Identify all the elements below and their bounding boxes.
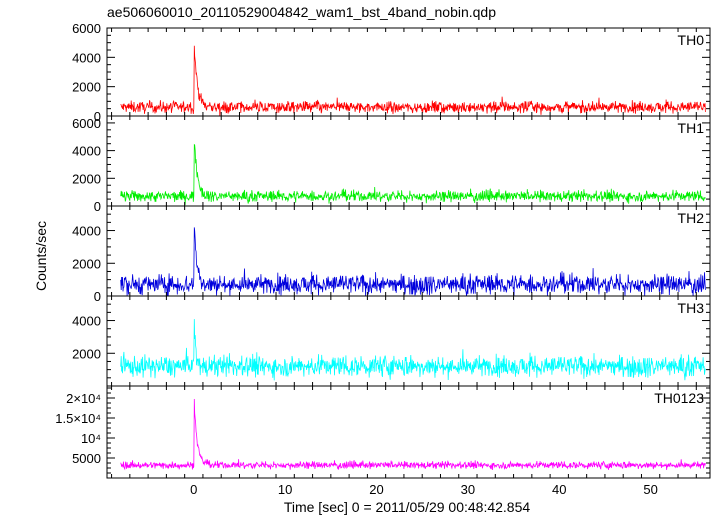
y-tick-label: 0: [94, 109, 101, 124]
y-tick-label: 2000: [72, 171, 101, 186]
x-tick-label: 10: [278, 482, 292, 497]
chart-title: ae506060010_20110529004842_wam1_bst_4ban…: [107, 4, 496, 20]
x-axis-label: Time [sec] 0 = 2011/05/29 00:48:42.854: [284, 499, 531, 515]
panel-label: TH3: [678, 300, 705, 316]
y-tick-label: 2000: [72, 80, 101, 95]
y-tick-label: 0: [94, 199, 101, 214]
series-line-th1: [120, 143, 706, 206]
panel-frame: [106, 385, 711, 479]
x-tick-label: 40: [552, 482, 566, 497]
x-tick-label: 30: [461, 482, 475, 497]
y-tick-label: 4000: [72, 50, 101, 65]
y-axis-label: Counts/sec: [33, 221, 49, 291]
series-line-th0123: [120, 398, 706, 471]
series-line-th3: [120, 319, 706, 381]
panel-frame: [106, 295, 711, 387]
y-tick-label: 4000: [72, 144, 101, 159]
x-tick-label: 20: [369, 482, 383, 497]
series-line-th2: [120, 227, 706, 296]
series-line-th0: [120, 45, 706, 116]
y-tick-label: 5000: [72, 451, 101, 466]
panel-label: TH1: [678, 120, 705, 136]
y-tick-label: 1.5×10⁴: [55, 411, 101, 426]
y-tick-label: 6000: [72, 116, 101, 131]
panel-th3: 2000 4000 TH3: [72, 295, 711, 387]
y-tick-label: 6000: [72, 21, 101, 36]
y-tick-label: 10⁴: [81, 431, 101, 446]
panel-label: TH0123: [654, 390, 704, 406]
y-tick-label: 4000: [72, 224, 101, 239]
panel-th0: 0 2000 4000 6000 TH0: [72, 21, 711, 124]
y-tick-label: 4000: [72, 314, 101, 329]
panel-label: TH0: [678, 32, 705, 48]
y-tick-label: 0: [94, 289, 101, 304]
panel-label: TH2: [678, 210, 705, 226]
x-tick-label: 0: [190, 482, 197, 497]
panel-th1: 0 2000 4000 6000 TH1: [72, 115, 711, 214]
panel-frame: [106, 115, 711, 207]
panel-frame: [106, 27, 711, 117]
y-tick-label: 2×10⁴: [66, 391, 101, 406]
panel-th2: 0 2000 4000 TH2: [72, 205, 711, 304]
y-tick-label: 2000: [72, 256, 101, 271]
y-tick-label: 2000: [72, 346, 101, 361]
x-tick-label: 50: [643, 482, 657, 497]
panel-th0123: 5000 10⁴ 1.5×10⁴ 2×10⁴ TH0123: [55, 385, 711, 479]
